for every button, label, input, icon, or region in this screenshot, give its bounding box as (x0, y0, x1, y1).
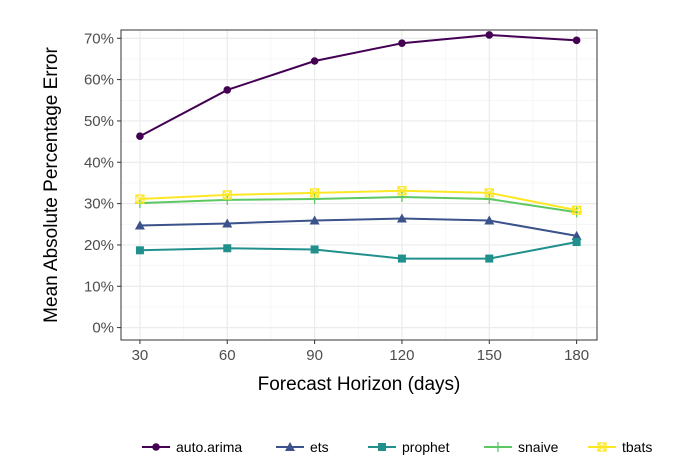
data-point (223, 86, 232, 94)
data-point (136, 132, 144, 141)
data-point (396, 191, 407, 202)
data-point (572, 36, 581, 45)
series-line (139, 195, 577, 214)
legend-label: tbats (622, 439, 652, 455)
y-tick-label: 0% (92, 320, 114, 337)
data-point (571, 205, 582, 215)
data-point (223, 244, 232, 253)
legend-item: auto.arima (142, 439, 242, 455)
data-point (397, 254, 406, 263)
x-tick-label: 150 (477, 347, 502, 364)
series-ets (134, 213, 582, 240)
x-tick-label: 60 (219, 347, 236, 364)
data-point (309, 215, 320, 225)
legend-key-marker (378, 443, 386, 451)
series-line (139, 33, 577, 138)
y-tick-label: 30% (84, 196, 114, 213)
data-point (222, 194, 233, 205)
x-tick-label: 30 (132, 347, 149, 364)
series-tbats (135, 186, 582, 215)
data-point (485, 31, 494, 39)
series-line (139, 189, 577, 212)
legend-key-marker (597, 442, 607, 452)
y-tick-label: 60% (84, 72, 114, 89)
data-point (222, 218, 233, 228)
y-axis-label: Mean Absolute Percentage Error (41, 47, 62, 323)
x-tick-label: 180 (564, 347, 589, 364)
data-point (397, 186, 407, 196)
series-line (139, 217, 577, 237)
data-point (398, 39, 406, 48)
data-point (572, 238, 581, 247)
panel-border (120, 29, 598, 341)
data-point (310, 57, 319, 65)
data-point (135, 194, 145, 204)
legend-item: ets (276, 439, 329, 455)
x-tick-label: 120 (389, 347, 414, 364)
series-line (139, 241, 577, 260)
x-tick-label: 90 (306, 347, 323, 364)
legend-item: prophet (368, 439, 450, 455)
legend-label: prophet (402, 439, 450, 455)
series-prophet (135, 238, 581, 263)
x-axis-label: Forecast Horizon (days) (258, 374, 461, 395)
legend-item: snaive (484, 439, 559, 455)
legend-key-marker (493, 442, 503, 452)
legend-item: tbats (588, 439, 652, 455)
y-tick-label: 10% (84, 278, 114, 295)
data-point (310, 245, 319, 254)
data-point (222, 190, 232, 200)
legend-label: snaive (518, 439, 559, 455)
y-tick-label: 40% (84, 154, 114, 171)
y-tick-label: 70% (84, 30, 114, 47)
data-point (571, 207, 582, 218)
legend-key-marker (285, 442, 295, 451)
data-point (396, 213, 407, 223)
y-tick-label: 50% (84, 113, 114, 130)
data-point (135, 246, 144, 255)
series-auto-arima (136, 31, 581, 141)
data-point (309, 194, 320, 205)
legend-label: ets (310, 439, 329, 455)
legend-label: auto.arima (176, 439, 242, 455)
data-point (484, 194, 495, 205)
data-point (485, 254, 494, 263)
data-point (571, 230, 582, 240)
data-point (484, 215, 495, 225)
data-point (309, 188, 320, 198)
data-point (134, 220, 145, 230)
plot-panel (121, 30, 597, 340)
y-tick-label: 20% (84, 237, 114, 254)
data-point (484, 188, 494, 198)
legend-key-marker (152, 443, 160, 451)
